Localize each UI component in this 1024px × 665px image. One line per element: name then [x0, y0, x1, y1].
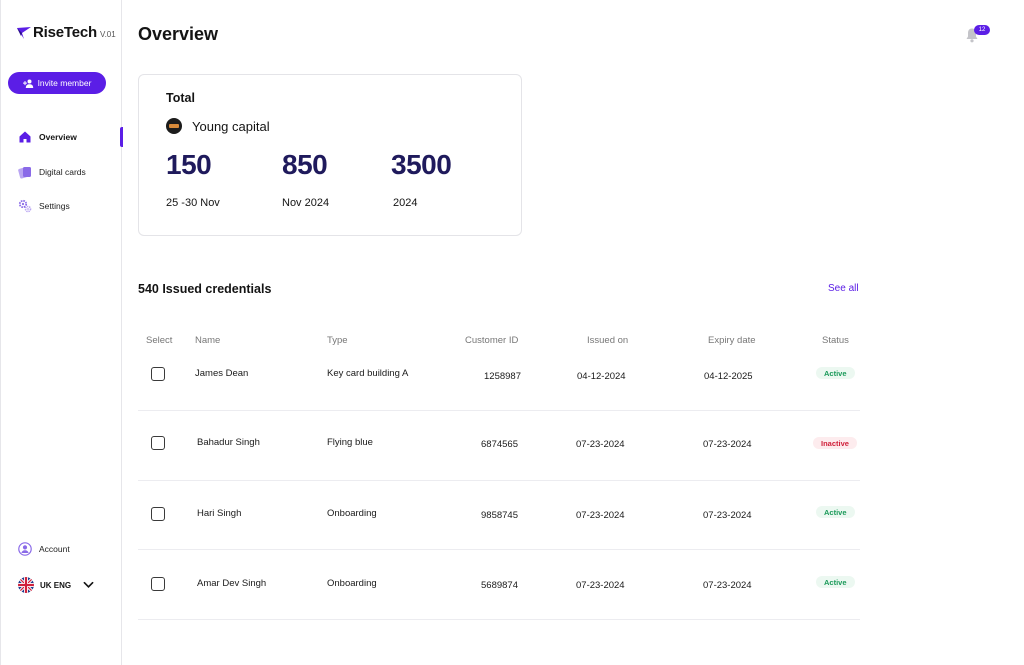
status-badge: Active [816, 506, 855, 518]
row-issued-on: 07-23-2024 [576, 439, 625, 450]
row-checkbox[interactable] [151, 436, 165, 450]
table-row[interactable]: James Dean Key card building A 1258987 0… [138, 341, 860, 411]
sidebar-item-label: Settings [39, 201, 70, 211]
invite-member-button[interactable]: Invite member [8, 72, 106, 94]
credentials-title: 540 Issued credentials [138, 282, 272, 296]
stat-monthly: 850 Nov 2024 [282, 149, 329, 209]
app-name: RiseTech [33, 24, 97, 41]
sidebar-item-label: Overview [39, 132, 77, 142]
table-row[interactable]: Amar Dev Singh Onboarding 5689874 07-23-… [138, 550, 860, 620]
row-expiry-date: 07-23-2024 [703, 580, 752, 591]
row-checkbox[interactable] [151, 367, 165, 381]
company-logo-icon [166, 118, 182, 134]
row-type: Onboarding [327, 578, 377, 589]
row-customer-id: 9858745 [481, 510, 518, 521]
status-badge: Active [816, 367, 855, 379]
row-type: Key card building A [327, 368, 409, 379]
row-issued-on: 07-23-2024 [576, 510, 625, 521]
account-label: Account [39, 544, 70, 554]
row-issued-on: 07-23-2024 [576, 580, 625, 591]
page-title: Overview [138, 24, 219, 44]
col-expiry-date: Expiry date [708, 335, 756, 346]
invite-member-label: Invite member [37, 78, 92, 88]
row-name: James Dean [195, 368, 249, 379]
table-row[interactable]: Hari Singh Onboarding 9858745 07-23-2024… [138, 480, 860, 550]
notification-badge: 12 [974, 25, 990, 35]
row-checkbox[interactable] [151, 507, 165, 521]
col-name: Name [195, 335, 221, 346]
col-type: Type [327, 335, 348, 346]
status-badge: Active [816, 576, 855, 588]
stat-value: 3500 [391, 149, 452, 180]
stat-value: 850 [282, 149, 328, 180]
row-expiry-date: 07-23-2024 [703, 439, 752, 450]
row-checkbox[interactable] [151, 577, 165, 591]
stat-value: 150 [166, 149, 212, 180]
col-status: Status [822, 335, 849, 346]
row-name: Amar Dev Singh [197, 578, 267, 589]
row-type: Flying blue [327, 437, 373, 448]
col-customer-id: Customer ID [465, 335, 519, 346]
sidebar: RiseTech V.01 Invite member Overview Dig… [0, 0, 123, 665]
sidebar-item-settings[interactable]: Settings [18, 196, 122, 216]
row-customer-id: 6874565 [481, 439, 518, 450]
stat-yearly: 3500 2024 [391, 149, 452, 209]
sidebar-item-label: Digital cards [39, 167, 86, 177]
row-name: Bahadur Singh [197, 437, 260, 448]
language-label: UK ENG [40, 580, 72, 590]
chevron-down-icon [83, 581, 94, 589]
stat-label: 25 -30 Nov [166, 197, 220, 209]
language-selector[interactable]: UK ENG [18, 577, 94, 593]
sidebar-item-overview[interactable]: Overview [18, 127, 123, 147]
logo-icon [17, 26, 31, 39]
row-expiry-date: 04-12-2025 [704, 371, 753, 382]
stat-label: 2024 [393, 197, 418, 209]
app-version: V.01 [99, 30, 116, 39]
uk-flag-icon [18, 577, 34, 593]
cards-icon [18, 165, 32, 179]
col-select: Select [146, 335, 173, 346]
total-card: Total Young capital 150 25 -30 Nov 850 N… [138, 74, 522, 236]
row-customer-id: 5689874 [481, 580, 518, 591]
row-name: Hari Singh [197, 508, 242, 519]
total-title: Total [166, 91, 195, 105]
row-type: Onboarding [327, 508, 377, 519]
row-customer-id: 1258987 [484, 371, 521, 382]
row-expiry-date: 07-23-2024 [703, 510, 752, 521]
table-row[interactable]: Bahadur Singh Flying blue 6874565 07-23-… [138, 411, 860, 481]
add-user-icon [22, 79, 33, 88]
see-all-link[interactable]: See all [828, 283, 859, 294]
user-icon [18, 542, 32, 556]
sidebar-item-digital-cards[interactable]: Digital cards [18, 162, 122, 182]
company-name: Young capital [192, 118, 270, 134]
status-badge: Inactive [813, 437, 857, 449]
stat-label: Nov 2024 [282, 197, 330, 209]
row-issued-on: 04-12-2024 [577, 371, 626, 382]
company-info: Young capital [166, 118, 270, 134]
gear-icon [18, 199, 32, 213]
app-logo[interactable]: RiseTech V.01 [17, 24, 116, 41]
home-icon [18, 130, 32, 144]
active-indicator [120, 127, 123, 147]
col-issued-on: Issued on [587, 335, 629, 346]
account-link[interactable]: Account [18, 542, 70, 556]
stat-weekly: 150 25 -30 Nov [166, 149, 220, 209]
